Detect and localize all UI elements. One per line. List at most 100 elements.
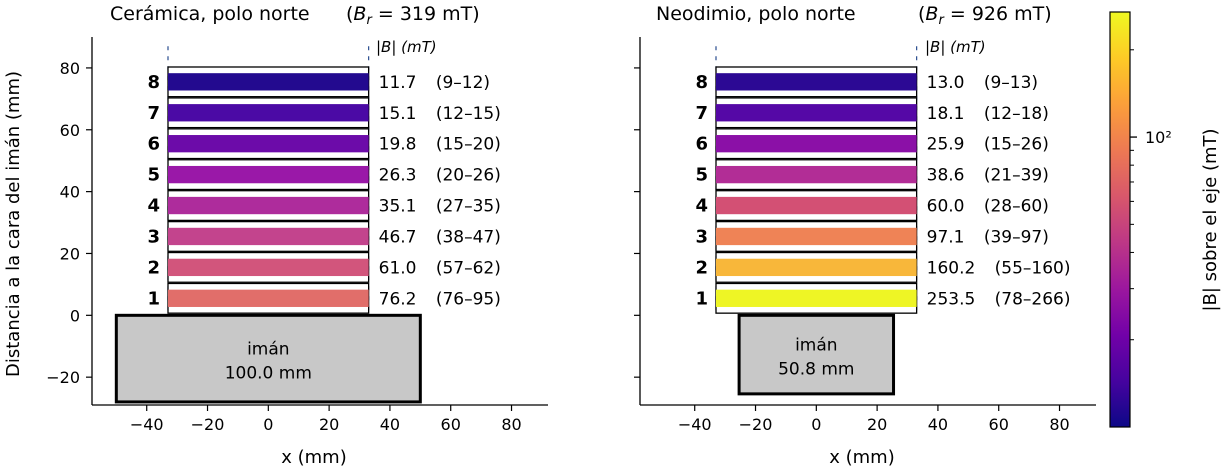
neodymium-layer-bar <box>716 165 917 184</box>
colorbar-label: |B| sobre el eje (mT) <box>1200 128 1221 311</box>
ceramic-x-tick-label: 60 <box>441 415 461 434</box>
neodymium-layer-index: 7 <box>695 103 708 124</box>
neodymium-layer-value: 60.0 <box>927 197 965 217</box>
ceramic-layer-range: (12–15) <box>436 104 501 124</box>
neodymium-layer-index: 6 <box>695 134 708 155</box>
ceramic-y-tick-label: 80 <box>60 59 80 78</box>
ceramic-x-tick-label: −20 <box>191 415 225 434</box>
neodymium-layer-range: (9–13) <box>984 73 1038 93</box>
colorbar: 10² |B| sobre el eje (mT) <box>1109 11 1221 428</box>
neodymium-layer-range: (12–18) <box>984 104 1049 124</box>
ceramic-x-tick-label: 0 <box>263 415 273 434</box>
neodymium-layer-value: 97.1 <box>927 227 965 247</box>
ceramic-x-axis-label: x (mm) <box>281 447 347 468</box>
ceramic-title-text: Cerámica, polo norte <box>110 3 310 25</box>
neodymium-layer-range: (55–160) <box>995 258 1071 278</box>
ceramic-layer-value: 15.1 <box>379 104 417 124</box>
neodymium-x-tick-label: 60 <box>989 415 1009 434</box>
ceramic-y-tick-label: 20 <box>60 244 80 263</box>
ceramic-layer-bar <box>168 196 369 215</box>
ceramic-x-tick-label: 40 <box>380 415 400 434</box>
neodymium-x-tick-label: −40 <box>678 415 712 434</box>
neodymium-title-field: (Br = 926 mT) <box>918 3 1052 28</box>
ceramic-layer-range: (20–26) <box>436 166 501 186</box>
neodymium-layer-value: 25.9 <box>927 135 965 155</box>
neodymium-layer-index: 5 <box>695 165 708 186</box>
neodymium-layer-bar <box>716 104 917 122</box>
neodymium-x-tick-label: −20 <box>739 415 773 434</box>
ceramic-layer-range: (27–35) <box>436 197 501 217</box>
ceramic-x-tick-label: 20 <box>319 415 339 434</box>
ceramic-layer-index: 6 <box>147 134 160 155</box>
ceramic-layer-bar <box>168 104 369 122</box>
neodymium-layer-index: 4 <box>695 196 708 217</box>
ceramic-layer-bar <box>168 227 369 246</box>
colorbar-gradient <box>1109 11 1131 428</box>
neodymium-layer-value: 160.2 <box>927 258 976 278</box>
neodymium-layer-value: 38.6 <box>927 166 965 186</box>
ceramic-layer-range: (38–47) <box>436 227 501 247</box>
ceramic-magnet <box>114 313 422 404</box>
ceramic-layer-index: 2 <box>147 257 160 278</box>
neodymium-layer-bar <box>716 227 917 246</box>
ceramic-layer-bar <box>168 258 369 277</box>
ceramic-layer-index: 5 <box>147 165 160 186</box>
ceramic-layer-range: (9–12) <box>436 73 490 93</box>
ceramic-layer-value: 19.8 <box>379 135 417 155</box>
ceramic-title-field: (Br = 319 mT) <box>346 3 480 28</box>
neodymium-x-tick-label: 40 <box>928 415 948 434</box>
ceramic-layer-range: (15–20) <box>436 135 501 155</box>
neodymium-layer-bar <box>716 289 917 307</box>
neodymium-layer-range: (15–26) <box>984 135 1049 155</box>
colorbar-major-tick-label: 10² <box>1145 128 1172 147</box>
neodymium-layer-value: 253.5 <box>927 289 976 309</box>
neodymium-magnet-label: imán <box>795 336 837 356</box>
ceramic-y-tick-label: 0 <box>70 306 80 325</box>
neodymium-magnet <box>737 313 896 396</box>
ceramic-layer-value: 46.7 <box>379 227 417 247</box>
ceramic-panel: Cerámica, polo norte (Br = 319 mT) Dista… <box>3 3 548 468</box>
ceramic-layer-bar <box>168 165 369 184</box>
y-axis-label: Distancia a la cara del imán (mm) <box>3 71 24 377</box>
ceramic-layer-value: 35.1 <box>379 197 417 217</box>
ceramic-layer-range: (76–95) <box>436 289 501 309</box>
ceramic-layer-range: (57–62) <box>436 258 501 278</box>
ceramic-y-tick-label: −20 <box>46 368 80 387</box>
neodymium-title-text: Neodimio, polo norte <box>656 3 856 25</box>
ceramic-x-tick-label: −40 <box>130 415 164 434</box>
ceramic-layer-bar <box>168 135 369 153</box>
neodymium-layer-bar <box>716 196 917 215</box>
neodymium-layer-range: (21–39) <box>984 166 1049 186</box>
neodymium-layer-range: (39–97) <box>984 227 1049 247</box>
neodymium-layer-index: 3 <box>695 226 708 247</box>
neodymium-title: Neodimio, polo norte (Br = 926 mT) <box>656 3 1052 28</box>
neodymium-layer-bar <box>716 135 917 153</box>
ceramic-layer-index: 7 <box>147 103 160 124</box>
neodymium-column-label: |B| (mT) <box>925 38 986 56</box>
ceramic-title: Cerámica, polo norte (Br = 319 mT) <box>110 3 480 28</box>
neodymium-layer-value: 13.0 <box>927 73 965 93</box>
ceramic-layer-bar <box>168 289 369 307</box>
neodymium-x-tick-label: 80 <box>1049 415 1069 434</box>
neodymium-layer-index: 2 <box>695 257 708 278</box>
neodymium-x-axis-label: x (mm) <box>829 447 895 468</box>
neodymium-x-tick-label: 0 <box>811 415 821 434</box>
ceramic-layer-value: 11.7 <box>379 73 417 93</box>
ceramic-layer-value: 76.2 <box>379 289 417 309</box>
neodymium-layer-range: (78–266) <box>995 289 1071 309</box>
neodymium-layer-index: 1 <box>695 288 708 309</box>
neodymium-layer-range: (28–60) <box>984 197 1049 217</box>
ceramic-y-tick-label: 60 <box>60 121 80 140</box>
ceramic-layer-index: 8 <box>147 72 160 93</box>
neodymium-layer-value: 18.1 <box>927 104 965 124</box>
neodymium-layer-bar <box>716 258 917 277</box>
ceramic-layer-bar <box>168 73 369 91</box>
ceramic-layer-index: 1 <box>147 288 160 309</box>
neodymium-layer-index: 8 <box>695 72 708 93</box>
ceramic-layer-value: 26.3 <box>379 166 417 186</box>
ceramic-layer-value: 61.0 <box>379 258 417 278</box>
ceramic-x-tick-label: 80 <box>501 415 521 434</box>
neodymium-x-tick-label: 20 <box>867 415 887 434</box>
ceramic-layer-index: 3 <box>147 226 160 247</box>
neodymium-panel: Neodimio, polo norte (Br = 926 mT) x (mm… <box>634 3 1096 468</box>
